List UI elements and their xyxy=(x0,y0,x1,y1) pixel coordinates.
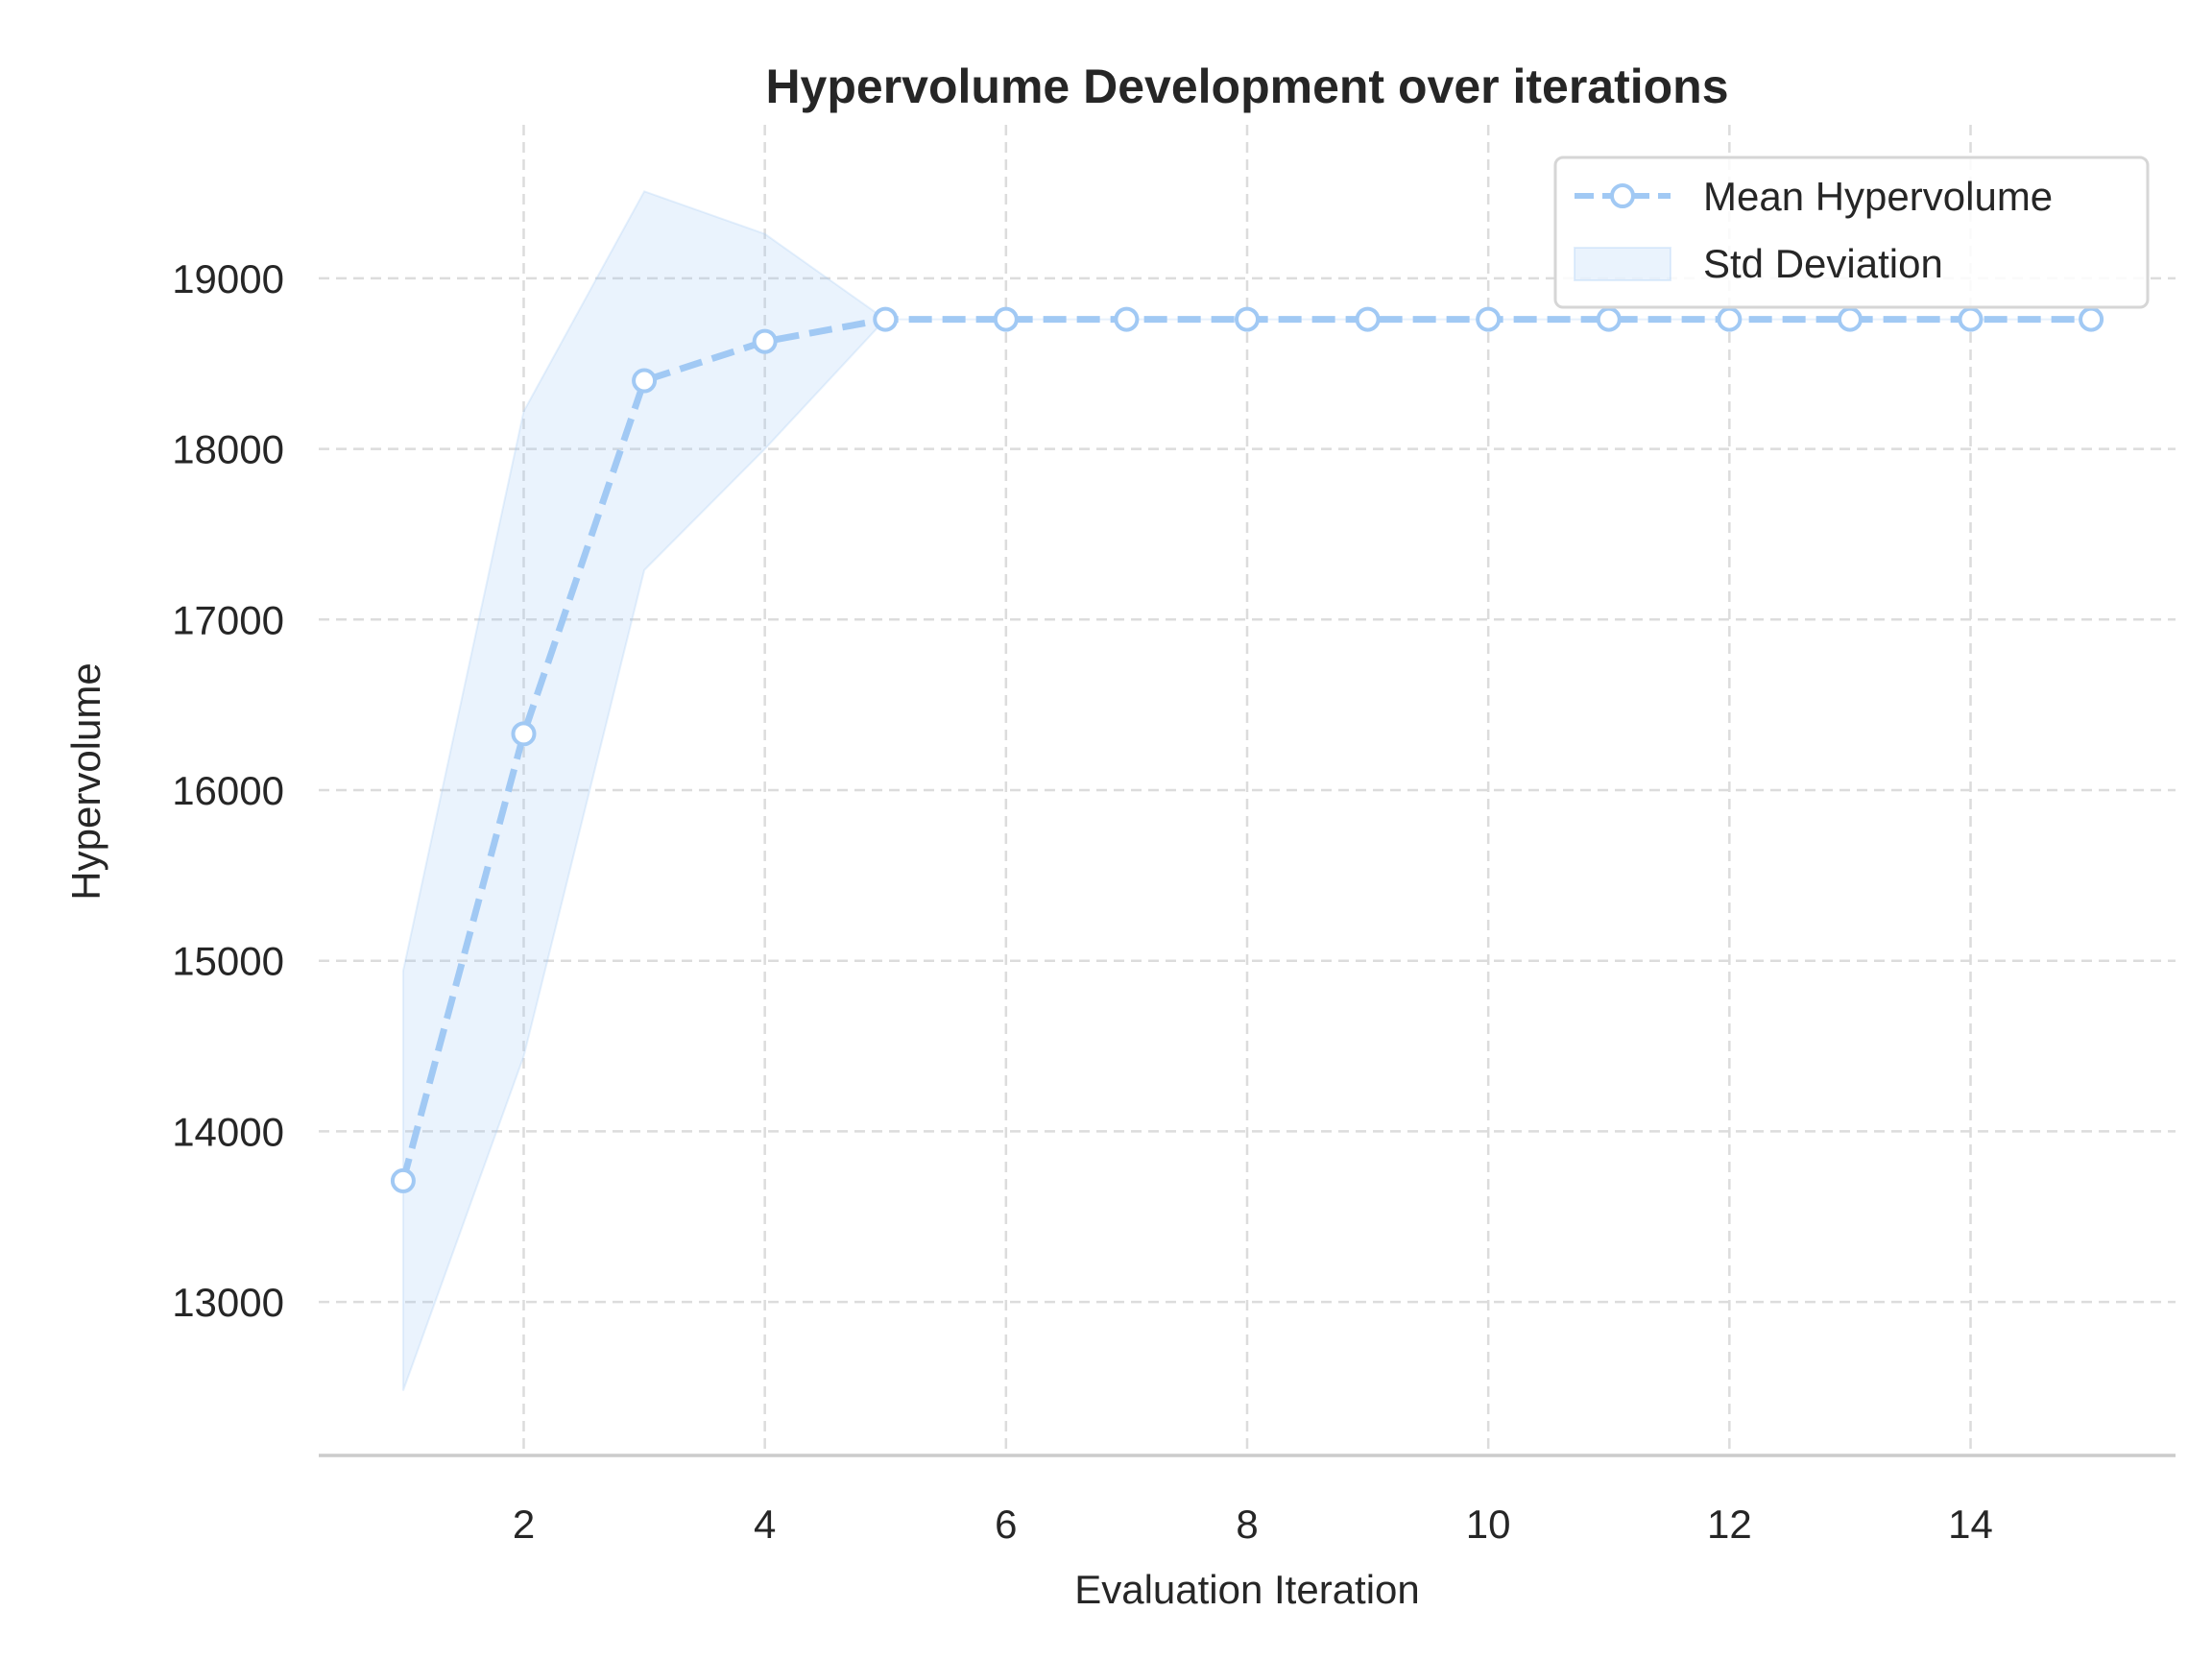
legend-label-mean-hypervolume: Mean Hypervolume xyxy=(1703,174,2053,219)
y-tick-label: 14000 xyxy=(172,1109,284,1154)
y-tick-label: 13000 xyxy=(172,1280,284,1325)
legend-label-std-deviation: Std Deviation xyxy=(1703,241,1943,286)
mean-hypervolume-point xyxy=(1114,306,1140,332)
chart-title: Hypervolume Development over iterations xyxy=(765,60,1728,113)
x-tick-label: 8 xyxy=(1236,1502,1258,1547)
y-tick-label: 17000 xyxy=(172,597,284,642)
x-tick-label: 12 xyxy=(1707,1502,1752,1547)
mean-hypervolume-point xyxy=(632,368,658,394)
x-tick-labels: 2 4 6 8 10 12 14 xyxy=(513,1502,1993,1547)
mean-hypervolume-point xyxy=(390,1167,416,1193)
x-tick-label: 2 xyxy=(513,1502,535,1547)
mean-hypervolume-point xyxy=(1958,306,1984,332)
mean-hypervolume-point xyxy=(1717,306,1743,332)
mean-hypervolume-point xyxy=(1476,306,1502,332)
mean-hypervolume-point xyxy=(873,306,899,332)
y-tick-labels: 13000 14000 15000 16000 17000 18000 19000 xyxy=(172,256,284,1325)
legend-band-swatch xyxy=(1574,247,1671,281)
mean-hypervolume-point xyxy=(1235,306,1260,332)
x-tick-label: 4 xyxy=(754,1502,776,1547)
marker-layer xyxy=(390,306,2104,1193)
y-tick-label: 19000 xyxy=(172,256,284,301)
y-tick-label: 18000 xyxy=(172,427,284,472)
legend-frame xyxy=(1553,156,2150,309)
mean-hypervolume-point xyxy=(511,721,537,747)
y-axis-label: Hypervolume xyxy=(63,662,108,900)
legend-marker-swatch xyxy=(1610,183,1635,208)
mean-hypervolume-point xyxy=(1596,306,1622,332)
mean-hypervolume-point xyxy=(993,306,1019,332)
x-tick-label: 14 xyxy=(1948,1502,1993,1547)
y-tick-label: 15000 xyxy=(172,939,284,984)
x-axis-label: Evaluation Iteration xyxy=(1074,1567,1420,1612)
mean-hypervolume-point xyxy=(1355,306,1381,332)
x-tick-label: 6 xyxy=(995,1502,1017,1547)
x-tick-label: 10 xyxy=(1466,1502,1511,1547)
y-tick-label: 16000 xyxy=(172,768,284,813)
mean-hypervolume-point xyxy=(752,328,778,354)
legend: Mean Hypervolume Std Deviation xyxy=(1553,156,2150,309)
mean-hypervolume-point xyxy=(1837,306,1863,332)
mean-hypervolume-point xyxy=(2079,306,2104,332)
